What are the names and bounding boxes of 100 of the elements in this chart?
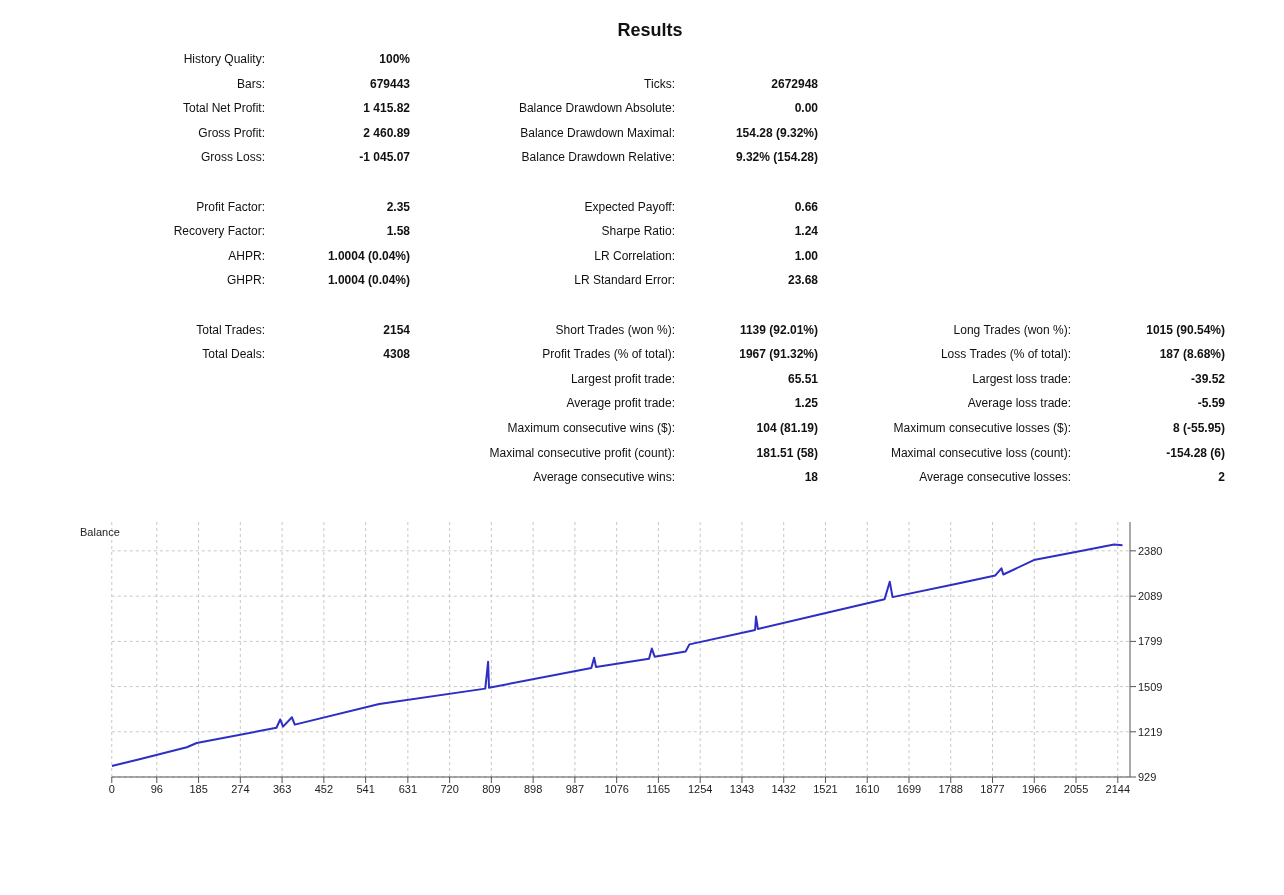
text: Average profit trade:: [566, 396, 675, 411]
x-tick-label: 541: [356, 782, 375, 795]
text: -5.59: [1197, 396, 1225, 411]
text: Ticks:: [644, 76, 675, 91]
text: 1.0004 (0.04%): [327, 248, 410, 263]
text: Total Net Profit:: [182, 101, 265, 116]
x-tick-label: 1432: [771, 782, 796, 795]
text: 2 460.89: [363, 125, 410, 140]
text: Balance: [80, 526, 120, 538]
text: 4308: [383, 347, 410, 362]
text: Total Trades:: [196, 322, 265, 337]
text: 1 415.82: [363, 101, 410, 116]
text: Average consecutive wins:: [533, 470, 675, 485]
text: 1015 (90.54%): [1146, 322, 1225, 337]
text: Bars:: [236, 76, 265, 91]
text: 1.0004 (0.04%): [327, 273, 410, 288]
x-tick-label: 0: [108, 782, 115, 795]
y-tick-label: 1509: [1138, 680, 1163, 693]
x-tick-label: 809: [482, 782, 501, 795]
text: 23.68: [787, 273, 818, 288]
text: History Quality:: [183, 52, 265, 66]
text: Maximal consecutive profit (count):: [489, 445, 675, 460]
text: 1139 (92.01%): [739, 322, 818, 337]
text: 2154: [383, 322, 410, 337]
text: Average consecutive losses:: [919, 470, 1071, 485]
text: 187 (8.68%): [1159, 347, 1225, 362]
text: 100%: [379, 52, 410, 66]
text: 0.00: [794, 101, 818, 116]
text: GHPR:: [226, 273, 265, 288]
text: Total Deals:: [202, 347, 265, 362]
x-tick-label: 1254: [687, 782, 713, 795]
text: Profit Factor:: [196, 199, 265, 214]
text: Gross Loss:: [200, 150, 265, 165]
x-tick-label: 720: [440, 782, 459, 795]
x-tick-label: 363: [272, 782, 292, 795]
text: 2: [1218, 470, 1225, 485]
x-tick-label: 1699: [896, 782, 922, 795]
x-tick-label: 96: [150, 782, 163, 795]
line-series: [111, 543, 1124, 767]
text: 1.00: [794, 248, 818, 263]
text: Maximum consecutive wins ($):: [507, 421, 675, 435]
text: Long Trades (won %):: [953, 322, 1071, 337]
text: 1967 (91.32%): [739, 347, 818, 362]
text: Sharpe Ratio:: [601, 224, 675, 239]
text: Maximal consecutive loss (count):: [890, 445, 1071, 460]
x-tick-label: 2055: [1063, 782, 1089, 795]
text: 181.51 (58): [756, 445, 818, 460]
x-tick-label: 1877: [980, 782, 1005, 795]
x-tick-label: 1610: [854, 782, 880, 795]
y-tick-label: 2089: [1138, 590, 1163, 603]
x-tick-label: 1966: [1022, 782, 1047, 795]
text: 8 (-55.95): [1172, 421, 1225, 435]
text: Results: [616, 20, 684, 41]
x-tick-label: 2144: [1105, 782, 1131, 795]
x-tick-label: 274: [231, 782, 250, 795]
x-tick-label: 452: [314, 782, 334, 795]
text: 104 (81.19): [756, 421, 818, 435]
y-tick-label: 2380: [1138, 544, 1163, 557]
text: 1.25: [794, 396, 818, 411]
text: 65.51: [787, 371, 818, 386]
text: Maximum consecutive losses ($):: [893, 421, 1071, 435]
text: LR Correlation:: [594, 248, 675, 263]
text: 2.35: [386, 199, 410, 214]
text: 0.66: [794, 199, 818, 214]
text: 18: [804, 470, 818, 485]
text: Gross Profit:: [198, 125, 265, 140]
text: -39.52: [1190, 371, 1225, 386]
x-tick-label: 987: [565, 782, 585, 795]
text: -1 045.07: [359, 150, 410, 165]
y-tick-label: 1799: [1138, 635, 1163, 648]
text: 9.32% (154.28): [735, 150, 818, 165]
text: LR Standard Error:: [574, 273, 675, 288]
text: Balance Drawdown Maximal:: [520, 125, 675, 140]
text: Balance Drawdown Absolute:: [518, 101, 675, 116]
x-tick-label: 185: [189, 782, 208, 795]
text: Loss Trades (% of total):: [940, 347, 1071, 362]
text: 679443: [369, 76, 410, 91]
x-tick-label: 898: [523, 782, 543, 795]
text: Balance Drawdown Relative:: [521, 150, 675, 165]
text: Short Trades (won %):: [555, 322, 675, 337]
x-tick-label: 1521: [813, 782, 838, 795]
text: 2672948: [771, 76, 818, 91]
x-tick-label: 1076: [604, 782, 629, 795]
text: Expected Payoff:: [584, 199, 675, 214]
text: 1.24: [794, 224, 818, 239]
text: Average loss trade:: [967, 396, 1071, 411]
text: Recovery Factor:: [173, 224, 265, 239]
text: 1.58: [386, 224, 410, 239]
text: Profit Trades (% of total):: [542, 347, 675, 362]
x-tick-label: 1165: [646, 782, 671, 795]
x-tick-label: 1788: [938, 782, 963, 795]
text: Largest loss trade:: [972, 371, 1071, 386]
text: 154.28 (9.32%): [735, 125, 818, 140]
y-tick-label: 1219: [1138, 725, 1163, 738]
text: -154.28 (6): [1166, 445, 1225, 460]
x-tick-label: 631: [398, 782, 418, 795]
x-tick-label: 1343: [729, 782, 755, 795]
text: AHPR:: [228, 248, 265, 263]
y-tick-label: 929: [1138, 770, 1157, 783]
text: Largest profit trade:: [570, 371, 675, 386]
